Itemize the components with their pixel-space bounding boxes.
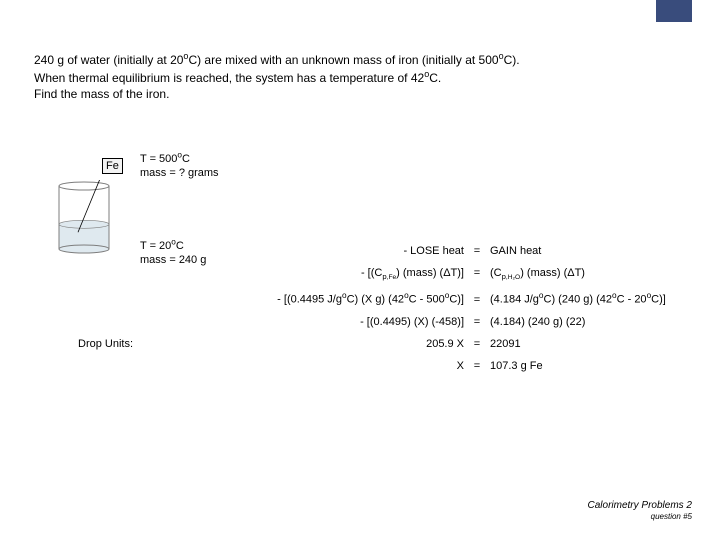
equals-sign: = [470,338,484,350]
corner-accent-box [656,0,692,22]
problem-line-2: When thermal equilibrium is reached, the… [34,71,441,85]
equation-right: (Cp,H₂O) (mass) (ΔT) [484,267,710,281]
equation-right: (4.184) (240 g) (22) [484,316,710,328]
equation-right: (4.184 J/goC) (240 g) (42oC - 20oC)] [484,291,710,306]
equals-sign: = [470,316,484,328]
water-temp: T = 20oC [140,240,184,252]
problem-line-3: Find the mass of the iron. [34,87,169,101]
equation-left: - [(0.4495 J/goC) (X g) (42oC - 500oC)] [210,291,470,306]
equation-row: - [(Cp,Fe) (mass) (ΔT)]=(Cp,H₂O) (mass) … [210,267,710,281]
footer-title: Calorimetry Problems 2 [588,500,692,512]
equation-left: X [210,360,470,372]
footer: Calorimetry Problems 2 question #5 [588,500,692,522]
equation-area: - LOSE heat=GAIN heat- [(Cp,Fe) (mass) (… [210,245,710,382]
equation-row: 205.9 X=22091 [210,338,710,350]
equation-left: - [(Cp,Fe) (mass) (ΔT)] [210,267,470,281]
equation-left: - [(0.4495) (X) (-458)] [210,316,470,328]
footer-question: question #5 [588,512,692,522]
equation-row: - LOSE heat=GAIN heat [210,245,710,257]
iron-symbol: Fe [106,160,119,172]
drop-units-label: Drop Units: [78,338,133,350]
equation-row: X=107.3 g Fe [210,360,710,372]
equals-sign: = [470,267,484,279]
problem-statement: 240 g of water (initially at 20oC) are m… [34,50,674,103]
equals-sign: = [470,294,484,306]
equation-left: - LOSE heat [210,245,470,257]
equation-row: - [(0.4495) (X) (-458)]=(4.184) (240 g) … [210,316,710,328]
equation-left: 205.9 X [210,338,470,350]
iron-mass: mass = ? grams [140,167,219,179]
water-mass: mass = 240 g [140,254,206,266]
iron-temp: T = 500oC [140,153,190,165]
equation-right: GAIN heat [484,245,710,257]
water-label: T = 20oC mass = 240 g [140,237,206,267]
beaker-diagram [54,180,114,261]
problem-line-1: 240 g of water (initially at 20oC) are m… [34,53,520,67]
equation-row: - [(0.4495 J/goC) (X g) (42oC - 500oC)]=… [210,291,710,306]
equation-right: 107.3 g Fe [484,360,710,372]
iron-cube: Fe [102,158,123,174]
equals-sign: = [470,245,484,257]
equals-sign: = [470,360,484,372]
iron-label: T = 500oC mass = ? grams [140,150,219,180]
equation-right: 22091 [484,338,710,350]
